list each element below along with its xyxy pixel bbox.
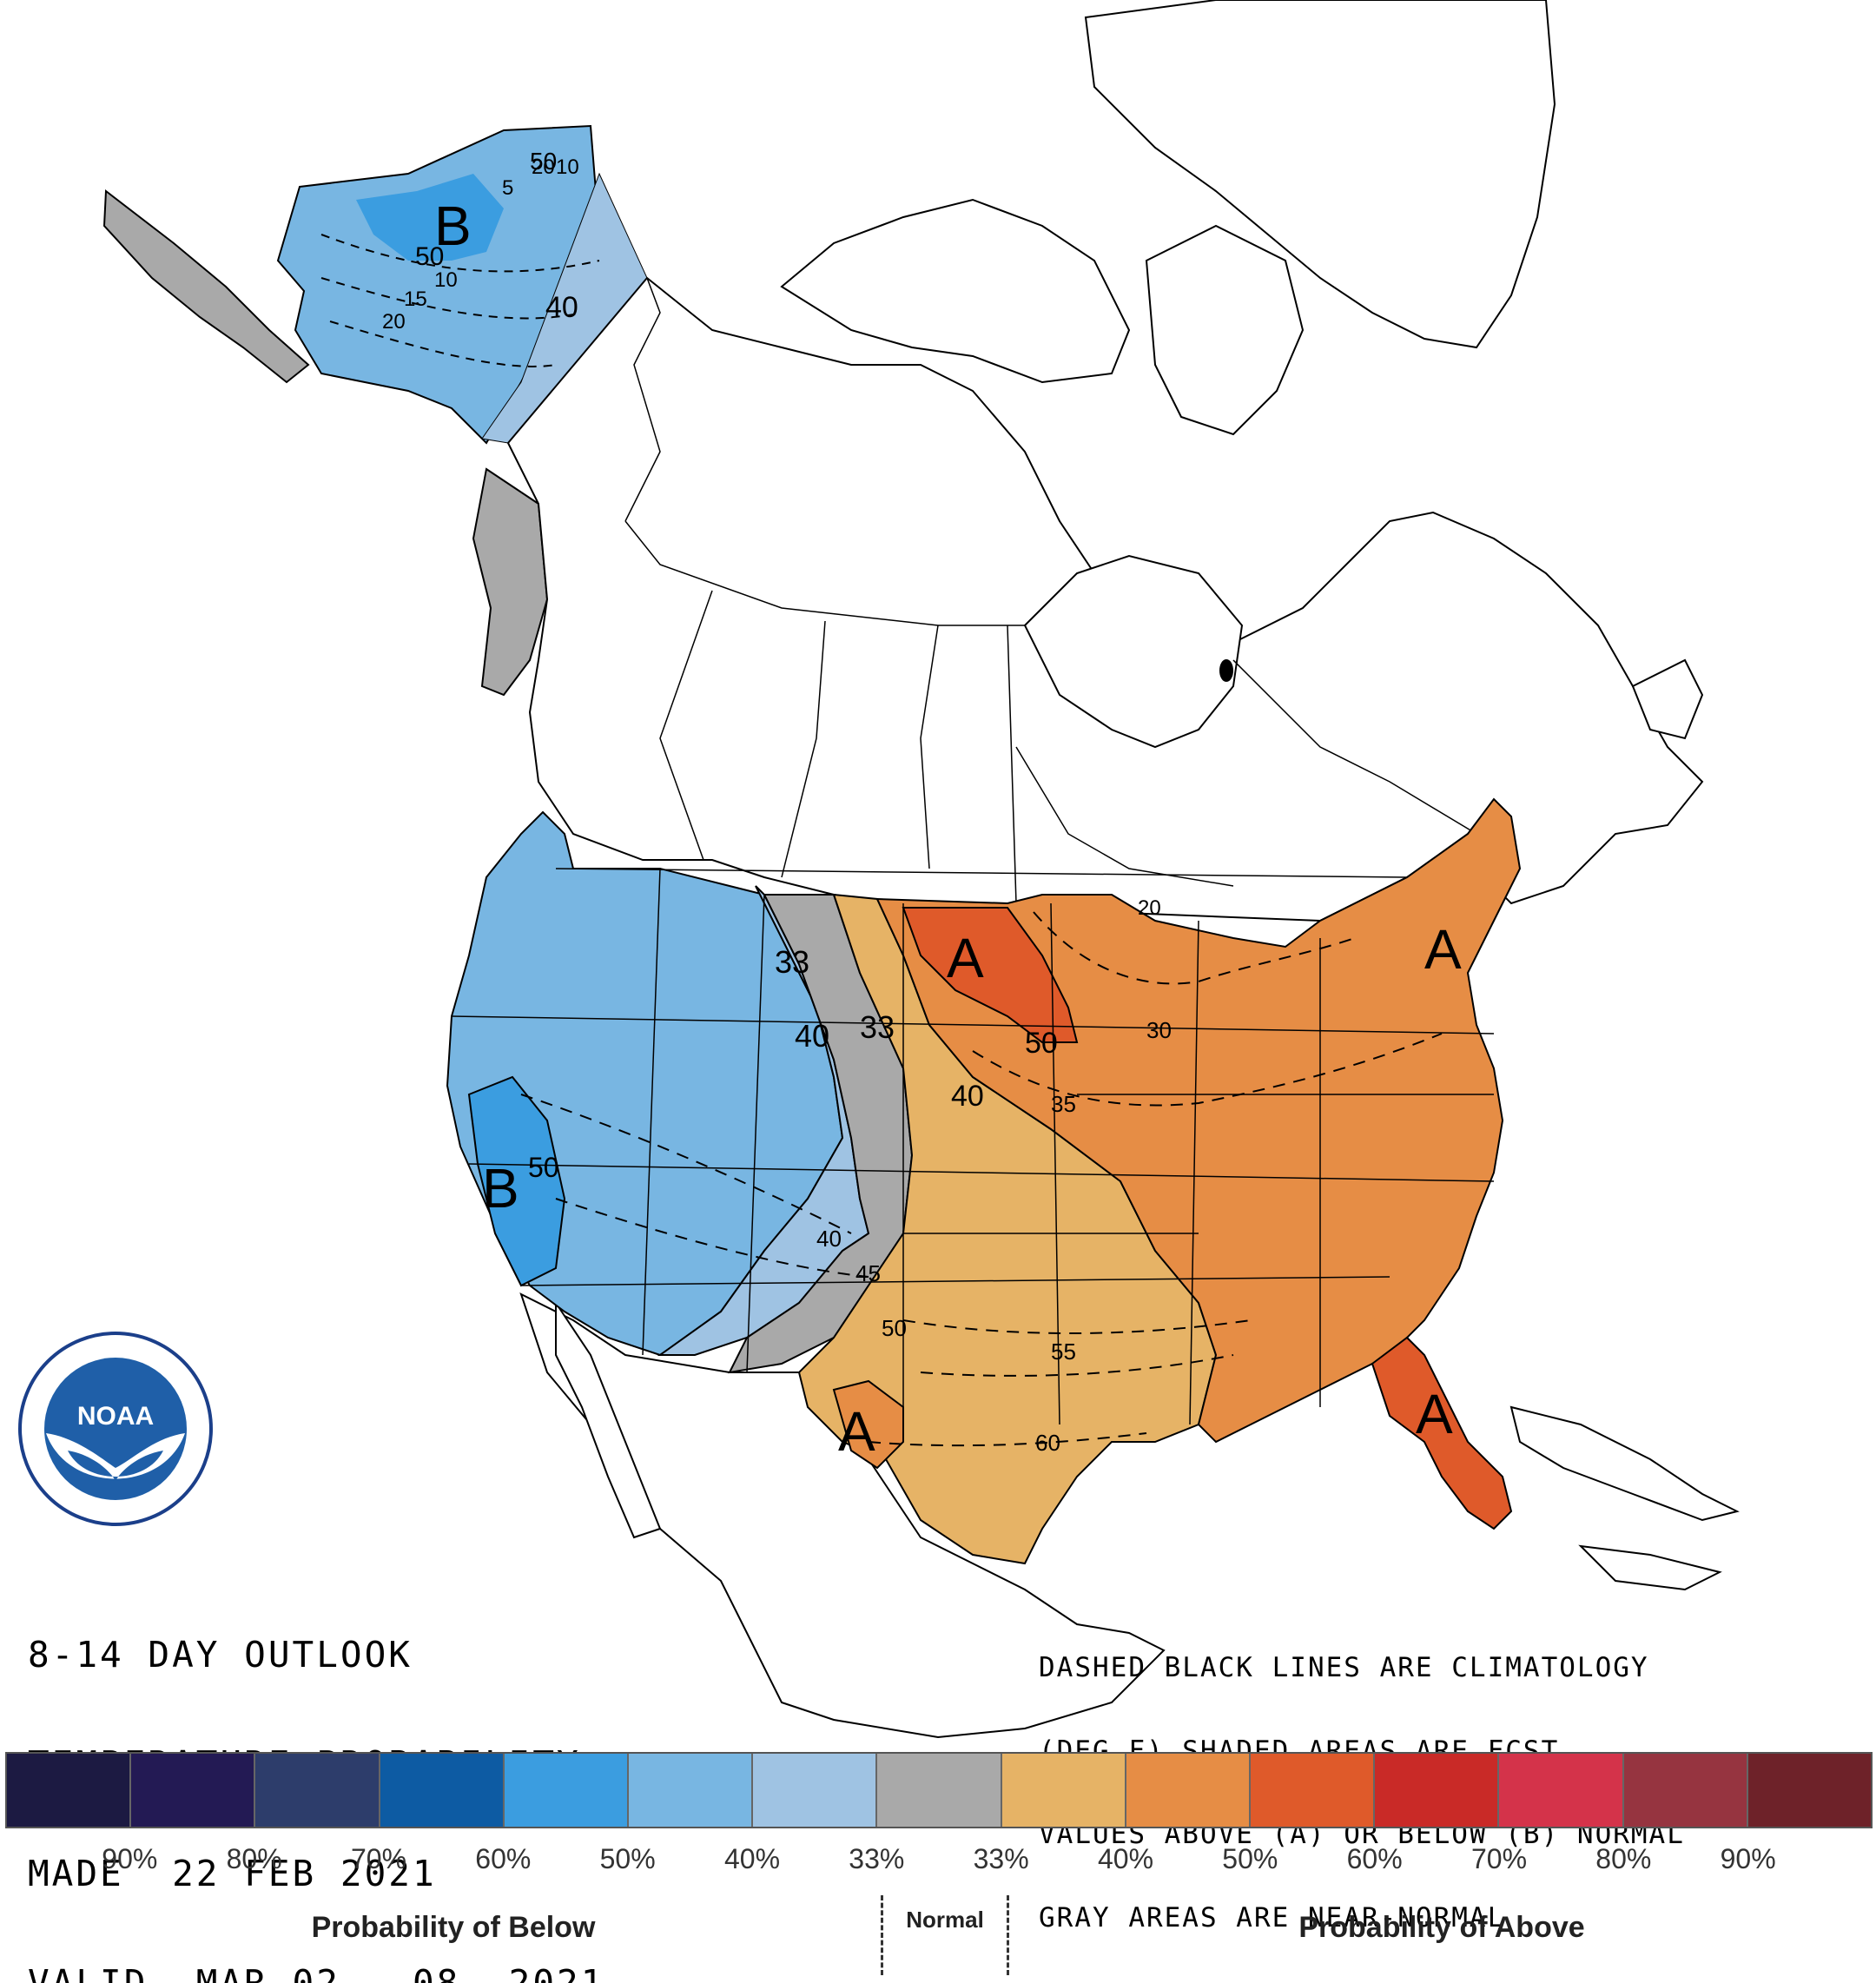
title-line-1: 8-14 DAY OUTLOOK xyxy=(28,1634,413,1676)
note-line-1: DASHED BLACK LINES ARE CLIMATOLOGY xyxy=(1039,1652,1649,1683)
prob-label-mt-33: 33 xyxy=(775,944,809,980)
color-swatch xyxy=(1251,1754,1376,1827)
prob-label-ca-50: 50 xyxy=(528,1152,559,1183)
color-bar-tick-label: 50% xyxy=(1222,1843,1278,1874)
color-swatch xyxy=(1747,1754,1872,1827)
clim-label-1: 5 xyxy=(502,176,513,200)
clim-label-8: 30 xyxy=(1146,1017,1172,1043)
clim-label-5: 15 xyxy=(404,288,427,311)
dakotas-above-60 xyxy=(902,907,1079,1043)
category-mark-northeast: A xyxy=(1424,918,1462,981)
color-swatch xyxy=(877,1754,1002,1827)
hudson-bay xyxy=(1023,554,1244,749)
title-line-3: MADE 22 FEB 2021 xyxy=(28,1853,437,1894)
clim-label-4: 10 xyxy=(434,268,458,292)
probability-color-bar xyxy=(5,1752,1873,1828)
alaska-shade-40 xyxy=(481,172,648,444)
category-mark-florida: A xyxy=(1416,1383,1453,1445)
color-swatch xyxy=(131,1754,256,1827)
color-swatch xyxy=(380,1754,505,1827)
california-below-60 xyxy=(467,1075,566,1287)
clim-label-6: 20 xyxy=(382,310,406,334)
clim-label-10: 40 xyxy=(816,1226,842,1252)
prob-label-mn-50: 50 xyxy=(1025,1027,1058,1060)
baja-california xyxy=(555,1299,662,1539)
color-swatch xyxy=(1001,1754,1126,1827)
color-swatch xyxy=(1499,1754,1624,1827)
prob-label-alaska-50b: 50 xyxy=(530,148,557,175)
florida-above-60 xyxy=(1371,1336,1513,1530)
canada-outline xyxy=(506,0,1704,922)
color-bar-tick-label: 80% xyxy=(1595,1843,1652,1874)
prob-label-alaska-40: 40 xyxy=(545,291,578,324)
province-lines xyxy=(624,277,1477,904)
title-line-4: VALID MAR 02 - 08, 2021 xyxy=(28,1962,605,1983)
probability-above-label: Probability of Above xyxy=(1298,1911,1585,1944)
normal-label: Normal xyxy=(906,1907,984,1933)
clim-label-3: 20 xyxy=(532,155,555,179)
us-state-lines xyxy=(451,868,1495,1442)
color-bar-tick-label: 33% xyxy=(973,1843,1029,1874)
color-bar-tick-label: 50% xyxy=(599,1843,656,1874)
color-swatch xyxy=(753,1754,878,1827)
newfoundland xyxy=(1631,658,1704,740)
category-mark-west-texas: A xyxy=(838,1400,875,1463)
clim-label-12: 50 xyxy=(882,1315,907,1341)
color-bar-tick-label: 60% xyxy=(475,1843,532,1874)
mexico-outline xyxy=(519,1292,1740,1739)
clim-label-11: 45 xyxy=(855,1260,881,1286)
color-bar-tick-label: 90% xyxy=(102,1843,158,1874)
color-swatch xyxy=(1126,1754,1252,1827)
category-mark-alaska: B xyxy=(434,195,472,257)
category-mark-california: B xyxy=(482,1157,519,1220)
color-swatch xyxy=(1623,1754,1748,1827)
clim-label-9: 35 xyxy=(1051,1091,1076,1117)
arctic-islands xyxy=(780,198,1131,384)
probability-below-label: Probability of Below xyxy=(311,1911,596,1944)
alaska-shade-50 xyxy=(276,124,601,445)
color-swatch xyxy=(629,1754,754,1827)
color-swatch xyxy=(255,1754,380,1827)
color-bar-tick-label: 90% xyxy=(1720,1843,1776,1874)
prob-label-wy-40: 40 xyxy=(795,1018,829,1054)
noaa-logo-text: NOAA xyxy=(77,1402,154,1431)
category-mark-dakotas: A xyxy=(947,927,984,989)
color-swatch xyxy=(1375,1754,1500,1827)
color-swatch xyxy=(504,1754,630,1827)
clim-label-7: 20 xyxy=(1138,896,1161,920)
color-bar-tick-label: 40% xyxy=(1097,1843,1154,1874)
clim-label-2: 10 xyxy=(556,155,579,179)
prob-label-ne-40: 40 xyxy=(951,1080,984,1113)
color-bar-tick-label: 40% xyxy=(723,1843,781,1874)
cuba xyxy=(1509,1405,1740,1522)
color-bar-tick-label: 70% xyxy=(1470,1843,1528,1874)
map-text-labels: B B A A A A 50 40 33 40 33 50 40 50 50 5… xyxy=(382,148,1462,1463)
prob-label-alaska-50: 50 xyxy=(415,242,444,271)
lake-mark xyxy=(1219,659,1233,682)
hispaniola xyxy=(1578,1544,1722,1591)
color-swatch xyxy=(7,1754,132,1827)
baffin-island xyxy=(1145,224,1305,436)
aleutian-gray-band xyxy=(102,189,310,384)
normal-divider-left xyxy=(881,1895,883,1975)
conus-climatology-lines xyxy=(520,911,1443,1447)
alaska-climatology-lines xyxy=(320,234,600,367)
color-bar-tick-label: 80% xyxy=(226,1843,282,1874)
alaska-shade-60 xyxy=(356,174,504,261)
greenland xyxy=(1084,0,1556,349)
color-bar-tick-label: 70% xyxy=(350,1843,407,1874)
color-bar-tick-label: 60% xyxy=(1346,1843,1403,1874)
normal-divider-right xyxy=(1007,1895,1009,1975)
clim-label-14: 60 xyxy=(1035,1430,1060,1456)
noaa-logo: NOAA xyxy=(18,1332,213,1526)
color-bar-tick-label: 33% xyxy=(849,1843,905,1874)
prob-label-nd-33: 33 xyxy=(860,1009,895,1045)
note-line-4: GRAY AREAS ARE NEAR-NORMAL xyxy=(1039,1902,1506,1933)
alaska-region xyxy=(102,124,648,697)
alaska-panhandle-gray xyxy=(472,467,549,697)
clim-label-13: 55 xyxy=(1051,1339,1076,1365)
